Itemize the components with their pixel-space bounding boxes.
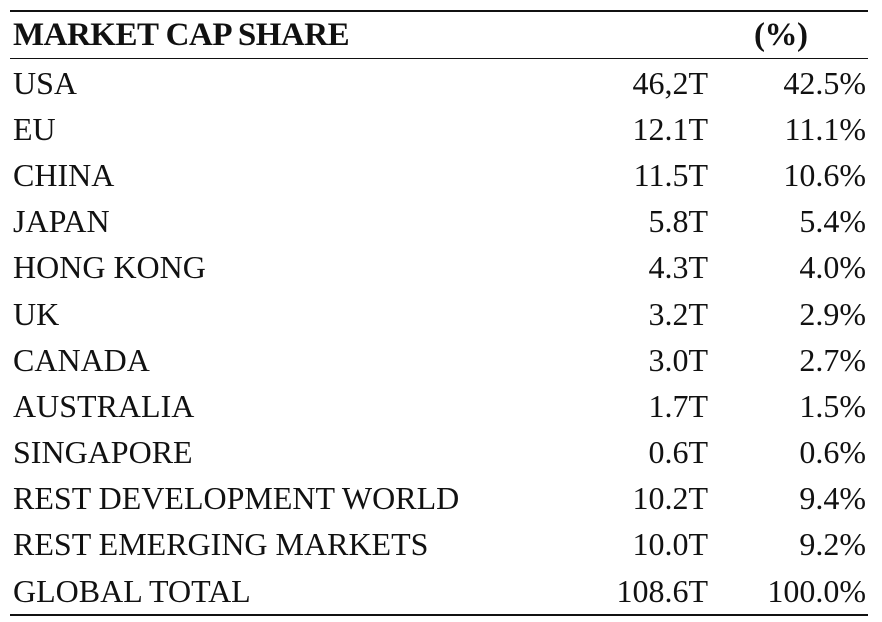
row-label: AUSTRALIA <box>13 387 195 424</box>
row-percent: 9.4% <box>799 480 866 517</box>
table-top-rule <box>10 10 868 12</box>
table-row: UK 3.2T 2.9% <box>10 291 868 337</box>
row-value: 108.6T <box>616 572 708 609</box>
row-percent: 2.7% <box>799 341 866 378</box>
table-header-row: MARKET CAP SHARE (%) <box>10 12 868 58</box>
table-row: AUSTRALIA 1.7T 1.5% <box>10 383 868 429</box>
row-label: CANADA <box>13 341 150 378</box>
table-row: USA 46,2T 42.5% <box>10 60 868 106</box>
table-row: HONG KONG 4.3T 4.0% <box>10 245 868 291</box>
header-label: MARKET CAP SHARE <box>13 16 350 53</box>
row-value: 46,2T <box>632 64 708 101</box>
row-percent: 42.5% <box>783 64 866 101</box>
row-label: UK <box>13 295 60 332</box>
table-row: SINGAPORE 0.6T 0.6% <box>10 430 868 476</box>
table-row: CANADA 3.0T 2.7% <box>10 337 868 383</box>
row-label: REST EMERGING MARKETS <box>13 526 429 563</box>
row-label: SINGAPORE <box>13 434 193 471</box>
header-pct: (%) <box>754 16 808 53</box>
row-value: 4.3T <box>648 249 708 286</box>
row-value: 3.2T <box>648 295 708 332</box>
row-percent: 5.4% <box>799 203 866 240</box>
table-header-rule <box>10 58 868 59</box>
row-value: 11.5T <box>633 156 708 193</box>
row-percent: 100.0% <box>767 572 866 609</box>
row-value: 0.6T <box>648 434 708 471</box>
table-bottom-rule <box>10 614 868 617</box>
row-percent: 2.9% <box>799 295 866 332</box>
row-label: HONG KONG <box>13 249 206 286</box>
row-value: 1.7T <box>648 387 708 424</box>
row-percent: 1.5% <box>799 387 866 424</box>
row-value: 10.2T <box>632 480 708 517</box>
table-row: CHINA 11.5T 10.6% <box>10 152 868 198</box>
row-label: CHINA <box>13 156 115 193</box>
row-percent: 4.0% <box>799 249 866 286</box>
row-value: 10.0T <box>632 526 708 563</box>
table-body: USA 46,2T 42.5% EU 12.1T 11.1% CHINA 11.5T 10.6%… <box>10 59 868 614</box>
row-percent: 10.6% <box>783 156 866 193</box>
table-row: REST EMERGING MARKETS 10.0T 9.2% <box>10 522 868 568</box>
row-value: 5.8T <box>648 203 708 240</box>
row-label: REST DEVELOPMENT WORLD <box>13 480 460 517</box>
table-row: GLOBAL TOTAL 108.6T 100.0% <box>10 568 868 614</box>
table-row: EU 12.1T 11.1% <box>10 106 868 152</box>
row-value: 12.1T <box>632 110 708 147</box>
row-value: 3.0T <box>648 341 708 378</box>
row-percent: 11.1% <box>784 110 866 147</box>
row-percent: 9.2% <box>799 526 866 563</box>
table-row: REST DEVELOPMENT WORLD 10.2T 9.4% <box>10 476 868 522</box>
row-percent: 0.6% <box>799 434 866 471</box>
row-label: EU <box>13 110 56 147</box>
row-label: USA <box>13 64 78 101</box>
market-cap-table: MARKET CAP SHARE (%) USA 46,2T 42.5% EU 12.1… <box>10 10 868 617</box>
row-label: JAPAN <box>13 203 110 240</box>
table-row: JAPAN 5.8T 5.4% <box>10 199 868 245</box>
row-label: GLOBAL TOTAL <box>13 572 251 609</box>
